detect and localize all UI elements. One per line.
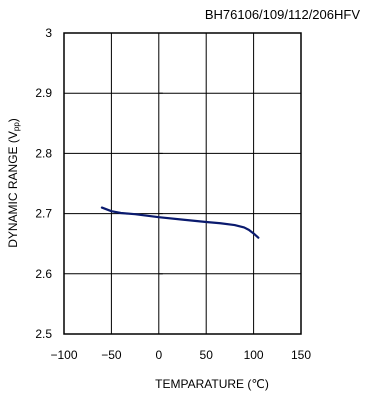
y-axis-title: DYNAMIC RANGE (Vpp) [6, 118, 21, 248]
y-tick-label-1: 2.6 [35, 267, 52, 281]
x-tick-label-3: 50 [200, 348, 214, 362]
grid-lines [64, 33, 301, 334]
axes [63, 32, 302, 335]
series-line-0 [100, 206, 260, 239]
y-axis-title-end: ) [6, 118, 20, 122]
y-tick-label-4: 2.9 [35, 86, 52, 100]
y-tick-label-3: 2.8 [35, 146, 52, 160]
x-tick-label-0: −100 [50, 348, 77, 362]
series-layer [100, 206, 260, 239]
x-axis-title: TEMPARATURE (℃) [155, 377, 269, 391]
plot-frame [63, 32, 302, 335]
y-axis-title-main: DYNAMIC RANGE (V [6, 131, 20, 248]
y-tick-label-5: 3 [45, 26, 52, 40]
x-tick-label-2: 0 [155, 348, 162, 362]
y-tick-label-0: 2.5 [35, 327, 52, 341]
chart-title: BH76106/109/112/206HFV [205, 7, 360, 22]
x-tick-label-4: 100 [244, 348, 264, 362]
tick-labels: −100 −50 0 50 100 150 2.5 2.6 2.7 2.8 2.9 3 [35, 26, 311, 362]
y-axis-title-sub: pp [12, 122, 21, 131]
x-tick-label-5: 150 [291, 348, 311, 362]
y-tick-label-2: 2.7 [35, 207, 52, 221]
x-tick-label-1: −50 [101, 348, 122, 362]
